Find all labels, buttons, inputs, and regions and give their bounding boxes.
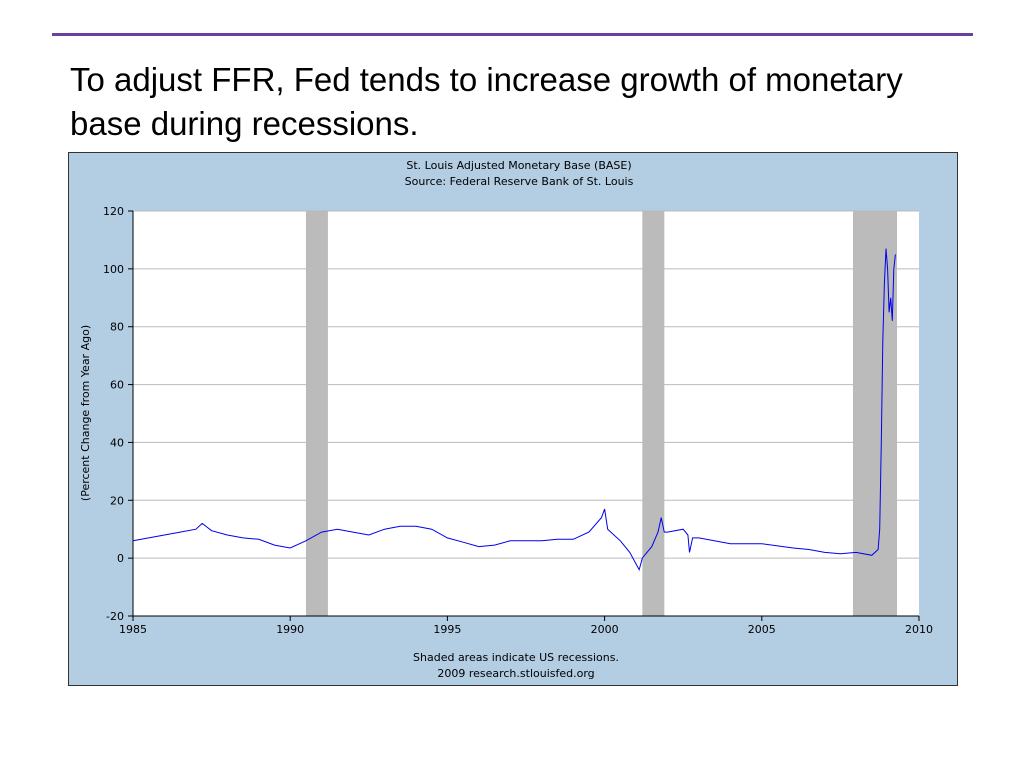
y-axis-label: (Percent Change from Year Ago) [79,325,92,501]
chart-subtitle: Source: Federal Reserve Bank of St. Loui… [405,175,634,188]
x-tick-label: 2010 [905,623,933,636]
x-tick-label: 1990 [276,623,304,636]
x-tick-label: 1995 [433,623,461,636]
slide-title: To adjust FFR, Fed tends to increase gro… [70,61,903,142]
plot-area [133,211,919,616]
y-tick-label: 40 [110,436,124,449]
recession-shade [852,211,897,616]
chart-credit: 2009 research.stlouisfed.org [437,667,594,680]
series-line-base [132,248,896,572]
chart-footnote: Shaded areas indicate US recessions. [413,651,619,664]
y-tick-label: 100 [103,263,124,276]
y-tick-label: -20 [106,610,124,623]
recession-shade [305,211,328,616]
y-tick-label: 80 [110,321,124,334]
recession-shade [642,211,665,616]
x-tick-label: 2000 [591,623,619,636]
y-tick-label: 20 [110,494,124,507]
y-tick-label: 120 [103,205,124,218]
chart-title: St. Louis Adjusted Monetary Base (BASE) [406,159,631,172]
y-tick-label: 0 [117,552,124,565]
top-accent-rule [52,33,973,36]
chart-frame: St. Louis Adjusted Monetary Base (BASE) … [68,152,958,686]
y-tick-label: 60 [110,379,124,392]
x-tick-label: 1985 [119,623,147,636]
monetary-base-chart: St. Louis Adjusted Monetary Base (BASE) … [69,153,957,685]
x-tick-label: 2005 [748,623,776,636]
